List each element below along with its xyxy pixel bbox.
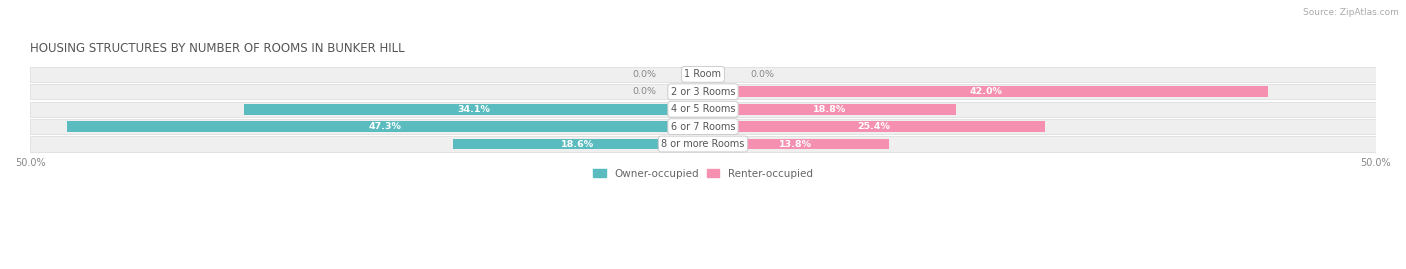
Text: 2 or 3 Rooms: 2 or 3 Rooms (671, 87, 735, 97)
Text: 18.6%: 18.6% (561, 140, 595, 148)
Text: 34.1%: 34.1% (457, 105, 491, 114)
Text: 25.4%: 25.4% (858, 122, 890, 131)
Text: 13.8%: 13.8% (779, 140, 813, 148)
Text: Source: ZipAtlas.com: Source: ZipAtlas.com (1303, 8, 1399, 17)
Text: 0.0%: 0.0% (631, 70, 657, 79)
Bar (66, 121, 703, 132)
Bar (31, 84, 1375, 99)
Bar (703, 104, 956, 115)
Bar (31, 136, 1375, 152)
Bar (31, 102, 1375, 117)
Legend: Owner-occupied, Renter-occupied: Owner-occupied, Renter-occupied (589, 164, 817, 183)
Text: 4 or 5 Rooms: 4 or 5 Rooms (671, 104, 735, 114)
Text: 47.3%: 47.3% (368, 122, 401, 131)
Bar (453, 139, 703, 149)
Bar (703, 86, 1268, 97)
Text: 42.0%: 42.0% (969, 87, 1002, 96)
Text: HOUSING STRUCTURES BY NUMBER OF ROOMS IN BUNKER HILL: HOUSING STRUCTURES BY NUMBER OF ROOMS IN… (31, 42, 405, 55)
Text: 18.8%: 18.8% (813, 105, 846, 114)
Text: 0.0%: 0.0% (631, 87, 657, 96)
Text: 6 or 7 Rooms: 6 or 7 Rooms (671, 122, 735, 132)
Text: 0.0%: 0.0% (749, 70, 775, 79)
Text: 1 Room: 1 Room (685, 69, 721, 79)
Bar (31, 119, 1375, 134)
Bar (703, 121, 1045, 132)
Bar (703, 139, 889, 149)
Bar (245, 104, 703, 115)
Bar (31, 67, 1375, 82)
Text: 8 or more Rooms: 8 or more Rooms (661, 139, 745, 149)
